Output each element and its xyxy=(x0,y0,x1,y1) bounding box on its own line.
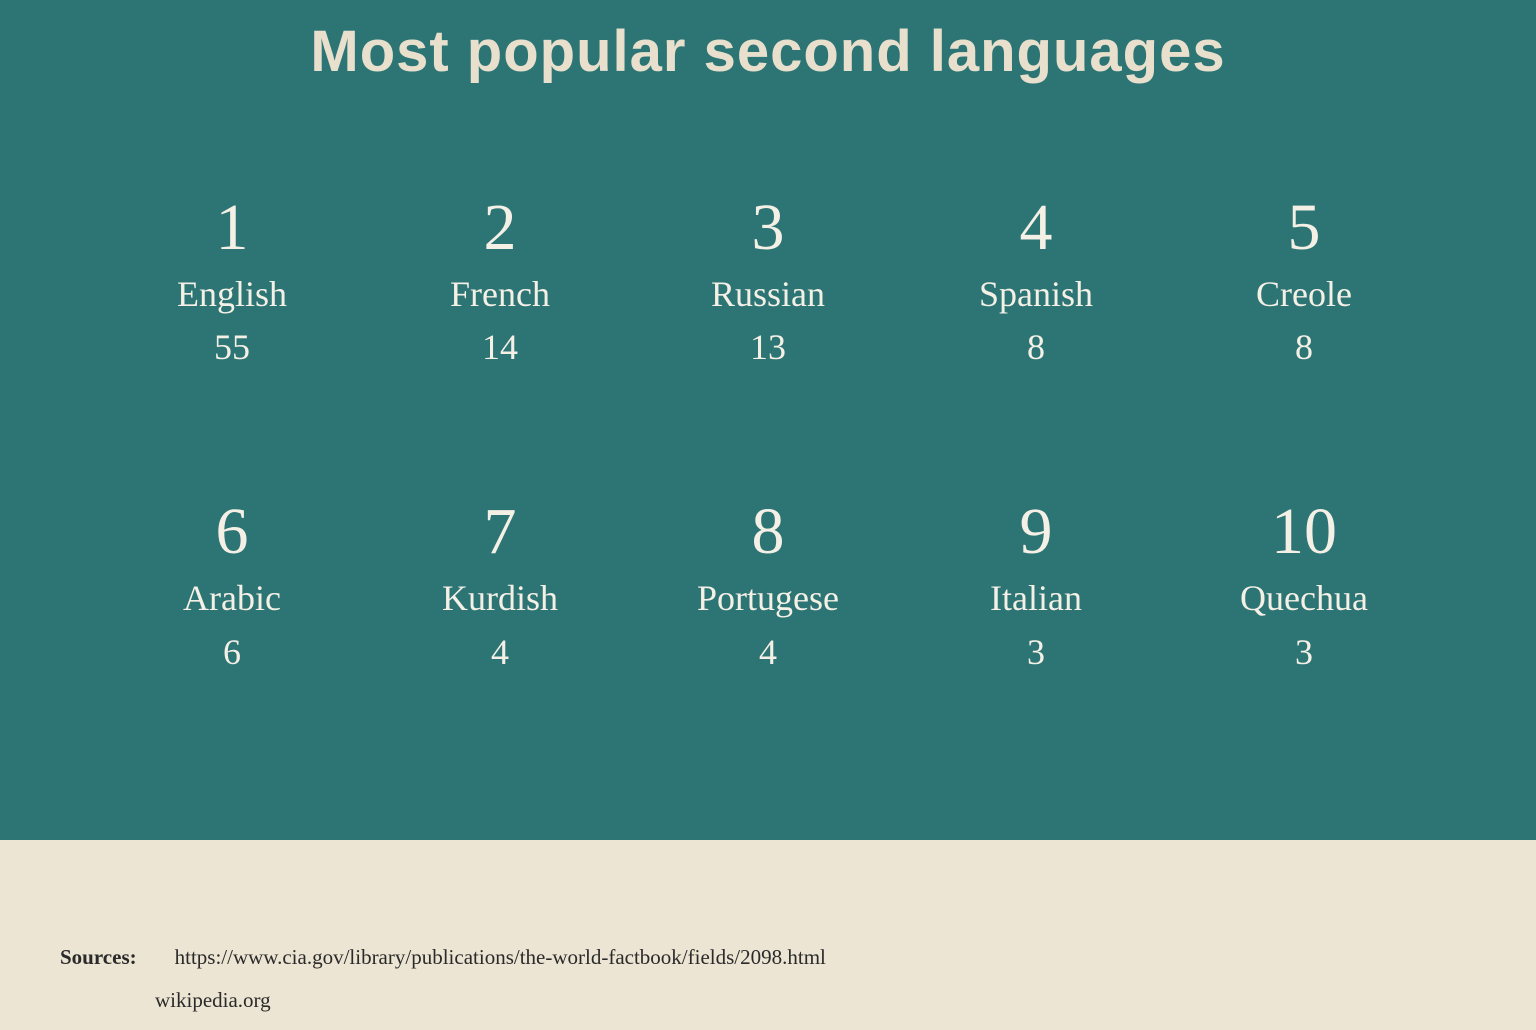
language-name: English xyxy=(177,273,287,316)
language-count: 8 xyxy=(1295,326,1313,369)
source-link-two: wikipedia.org xyxy=(155,988,271,1013)
rank-number: 10 xyxy=(1271,499,1337,565)
list-item: 7 Kurdish 4 xyxy=(366,499,634,673)
language-grid: 1 English 55 2 French 14 3 Russian 13 4 … xyxy=(98,195,1438,674)
list-item: 1 English 55 xyxy=(98,195,366,369)
list-item: 4 Spanish 8 xyxy=(902,195,1170,369)
language-name: French xyxy=(450,273,550,316)
list-item: 3 Russian 13 xyxy=(634,195,902,369)
rank-number: 9 xyxy=(1020,499,1053,565)
rank-number: 4 xyxy=(1020,195,1053,261)
page-title: Most popular second languages xyxy=(0,0,1536,85)
language-count: 55 xyxy=(214,326,250,369)
sources-row: Sources: https://www.cia.gov/library/pub… xyxy=(60,945,826,970)
footer-panel: Sources: https://www.cia.gov/library/pub… xyxy=(0,840,1536,1030)
language-count: 3 xyxy=(1027,631,1045,674)
rank-number: 1 xyxy=(216,195,249,261)
rank-number: 2 xyxy=(484,195,517,261)
list-item: 6 Arabic 6 xyxy=(98,499,366,673)
sources-label: Sources: xyxy=(60,945,137,970)
rank-number: 8 xyxy=(752,499,785,565)
language-count: 13 xyxy=(750,326,786,369)
rank-number: 6 xyxy=(216,499,249,565)
language-count: 8 xyxy=(1027,326,1045,369)
list-item: 10 Quechua 3 xyxy=(1170,499,1438,673)
rank-number: 7 xyxy=(484,499,517,565)
main-panel: Most popular second languages 1 English … xyxy=(0,0,1536,840)
list-item: 8 Portugese 4 xyxy=(634,499,902,673)
language-count: 4 xyxy=(759,631,777,674)
list-item: 5 Creole 8 xyxy=(1170,195,1438,369)
list-item: 9 Italian 3 xyxy=(902,499,1170,673)
language-name: Portugese xyxy=(697,577,839,620)
language-count: 14 xyxy=(482,326,518,369)
language-name: Creole xyxy=(1256,273,1352,316)
rank-number: 3 xyxy=(752,195,785,261)
language-name: Spanish xyxy=(979,273,1093,316)
language-name: Kurdish xyxy=(442,577,558,620)
language-name: Quechua xyxy=(1240,577,1368,620)
rank-number: 5 xyxy=(1288,195,1321,261)
language-count: 3 xyxy=(1295,631,1313,674)
language-count: 6 xyxy=(223,631,241,674)
list-item: 2 French 14 xyxy=(366,195,634,369)
language-name: Italian xyxy=(990,577,1082,620)
language-count: 4 xyxy=(491,631,509,674)
language-name: Arabic xyxy=(183,577,281,620)
source-link-one: https://www.cia.gov/library/publications… xyxy=(175,945,826,970)
language-name: Russian xyxy=(711,273,825,316)
